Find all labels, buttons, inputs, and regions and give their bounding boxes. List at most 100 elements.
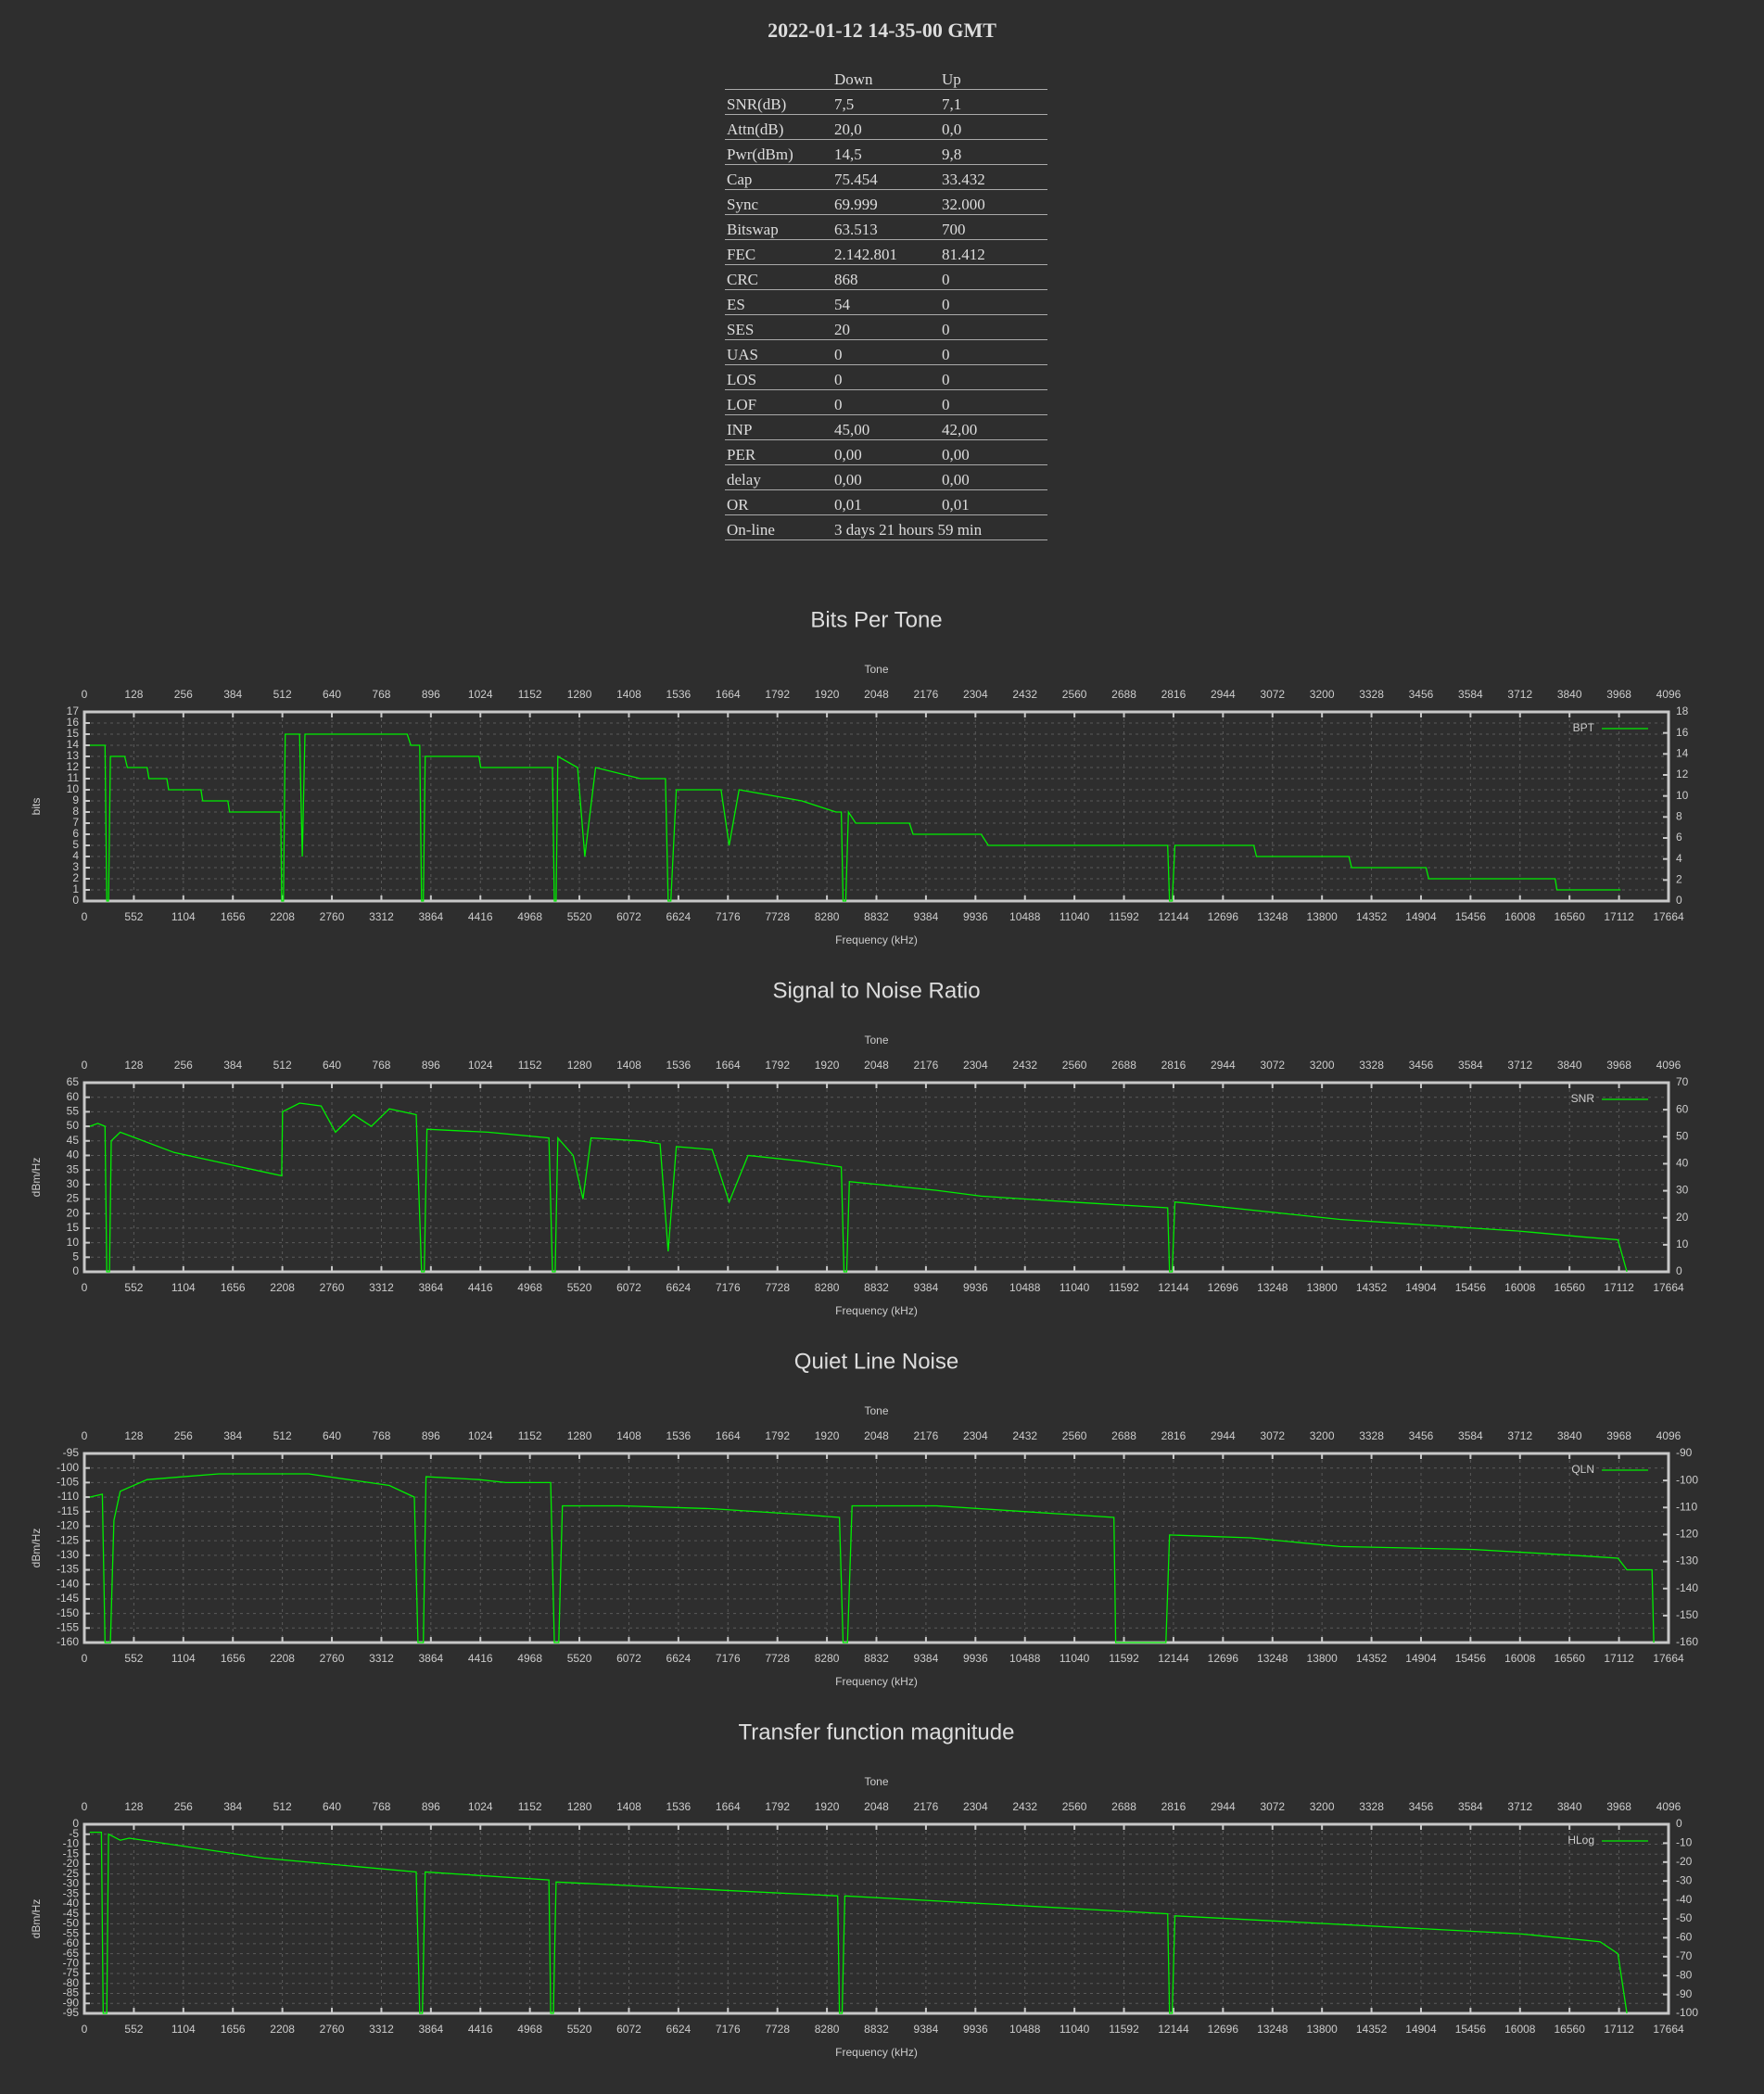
x-tick-label: 9936 (963, 2023, 988, 2036)
plot-border (82, 1452, 1670, 1644)
x-tick-label: 13800 (1306, 2023, 1338, 2036)
x-tick-label: 8832 (864, 910, 889, 923)
x-tick-label: 8832 (864, 1652, 889, 1665)
x2-tick-label: 3584 (1458, 1800, 1483, 1813)
x-tick-label: 9936 (963, 1281, 988, 1294)
y2-tick-label: -130 (1676, 1555, 1698, 1567)
x2-tick-label: 1920 (815, 1800, 840, 1813)
x-tick-label: 14904 (1405, 2023, 1437, 2036)
x2-tick-label: 3328 (1359, 688, 1384, 701)
x-tick-label: 14904 (1405, 1281, 1437, 1294)
x-tick-label: 1104 (171, 1652, 196, 1665)
x-tick-label: 17664 (1653, 910, 1684, 923)
table-cell: 32.000 (940, 189, 1047, 215)
x-tick-label: 5520 (567, 2023, 592, 2036)
table-row: Sync 69.999 32.000 (725, 189, 1047, 215)
x2-axis-label: Tone (864, 1404, 888, 1417)
x-tick-label: 11040 (1060, 2023, 1090, 2036)
table-cell: INP (725, 414, 832, 440)
x-tick-label: 17112 (1604, 1652, 1634, 1665)
table-cell: 45,00 (832, 414, 940, 440)
legend-label: QLN (1571, 1463, 1594, 1476)
y-tick-label: -10 (63, 1837, 80, 1850)
x-tick-label: 1656 (221, 910, 246, 923)
x-tick-label: 0 (82, 2023, 88, 2036)
x-tick-label: 12144 (1158, 2023, 1189, 2036)
y-axis-label: dBm/Hz (30, 1529, 43, 1568)
x2-tick-label: 3328 (1359, 1059, 1384, 1072)
x2-tick-label: 3712 (1507, 1429, 1532, 1442)
plot-border (82, 710, 1670, 903)
y2-tick-label: -70 (1676, 1949, 1693, 1962)
x-tick-label: 12696 (1208, 910, 1239, 923)
x-tick-label: 3312 (369, 2023, 394, 2036)
y-tick-label: 3 (72, 860, 79, 873)
y-tick-label: 9 (72, 793, 79, 806)
x-tick-label: 2208 (270, 1281, 295, 1294)
table-cell: LOF (725, 389, 832, 415)
y-tick-label: 2 (72, 871, 79, 884)
y-tick-label: 0 (72, 894, 79, 907)
x2-tick-label: 3456 (1409, 688, 1434, 701)
y-tick-label: -120 (57, 1519, 79, 1532)
x-tick-label: 16560 (1555, 1652, 1586, 1665)
y-tick-label: -45 (63, 1907, 80, 1920)
y2-tick-label: 60 (1676, 1102, 1689, 1115)
y-tick-label: 5 (72, 1250, 79, 1263)
x2-tick-label: 640 (323, 1059, 341, 1072)
x2-tick-label: 3328 (1359, 1429, 1384, 1442)
y-tick-label: -85 (63, 1986, 80, 1999)
x2-tick-label: 1792 (765, 1059, 790, 1072)
x2-tick-label: 1792 (765, 1800, 790, 1813)
x-tick-label: 16008 (1504, 1281, 1536, 1294)
x-tick-label: 15456 (1455, 1281, 1487, 1294)
y-tick-label: 50 (67, 1119, 80, 1132)
table-cell: 42,00 (940, 414, 1047, 440)
y-tick-label: 40 (67, 1149, 80, 1161)
x2-tick-label: 2432 (1012, 1059, 1037, 1072)
table-cell: 7,1 (940, 89, 1047, 115)
y2-tick-label: 2 (1676, 873, 1682, 886)
x2-tick-label: 1280 (567, 1059, 592, 1072)
x-tick-label: 9384 (914, 910, 939, 923)
x-tick-label: 8280 (815, 2023, 840, 2036)
y-tick-label: -90 (63, 1996, 80, 2009)
x2-tick-label: 1920 (815, 688, 840, 701)
x2-tick-label: 2816 (1161, 1059, 1187, 1072)
table-row: On-line 3 days 21 hours 59 min (725, 514, 1047, 540)
x-tick-label: 11592 (1109, 910, 1139, 923)
table-row: INP 45,00 42,00 (725, 414, 1047, 440)
x-tick-label: 7176 (716, 1652, 741, 1665)
x2-tick-label: 1664 (716, 1429, 741, 1442)
table-row: FEC 2.142.801 81.412 (725, 239, 1047, 265)
x-tick-label: 4968 (517, 1281, 542, 1294)
y-tick-label: 16 (67, 716, 80, 729)
y-tick-label: -25 (63, 1867, 80, 1880)
x-tick-label: 12696 (1208, 1281, 1239, 1294)
y2-tick-label: -60 (1676, 1931, 1693, 1944)
page-title: 2022-01-12 14-35-00 GMT (768, 19, 996, 42)
table-cell: 0,00 (832, 464, 940, 490)
x2-tick-label: 2304 (963, 1800, 988, 1813)
x-tick-label: 1104 (171, 1281, 196, 1294)
y-tick-label: 10 (67, 1236, 80, 1249)
x2-tick-label: 2048 (864, 1429, 889, 1442)
x-tick-label: 7176 (716, 2023, 741, 2036)
x2-tick-label: 384 (223, 1059, 242, 1072)
y2-tick-label: -140 (1676, 1581, 1698, 1594)
y-tick-label: 25 (67, 1192, 80, 1205)
x2-tick-label: 2688 (1111, 1800, 1136, 1813)
x2-tick-label: 3200 (1310, 1800, 1335, 1813)
x-tick-label: 15456 (1455, 2023, 1487, 2036)
x-tick-label: 7728 (765, 2023, 790, 2036)
y2-tick-label: -40 (1676, 1893, 1693, 1906)
x2-tick-label: 2048 (864, 688, 889, 701)
y-tick-label: 0 (72, 1264, 79, 1277)
y-tick-label: -95 (63, 2006, 80, 2019)
y2-tick-label: -80 (1676, 1968, 1693, 1981)
x-tick-label: 5520 (567, 1281, 592, 1294)
x2-tick-label: 1664 (716, 1800, 741, 1813)
x-tick-label: 11592 (1109, 2023, 1139, 2036)
x2-tick-label: 1024 (468, 1800, 493, 1813)
x-tick-label: 1656 (221, 1652, 246, 1665)
